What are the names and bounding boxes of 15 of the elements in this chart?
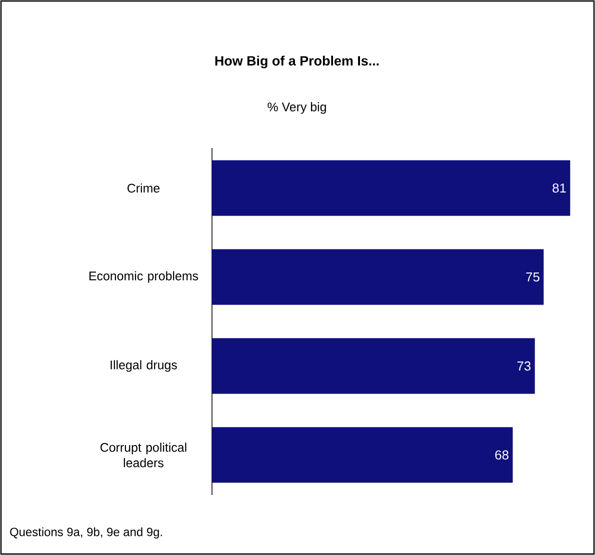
data-label: 73 xyxy=(517,361,531,371)
y-tick-label: Illegal drugs xyxy=(110,360,177,372)
bar xyxy=(212,427,513,483)
y-tick-label: Crime xyxy=(128,183,160,193)
y-tick-label: Corrupt political leaders xyxy=(100,442,186,468)
bar xyxy=(212,249,544,305)
data-label: 68 xyxy=(495,450,508,460)
data-label: 75 xyxy=(526,272,540,282)
bar xyxy=(212,338,535,394)
text: Questions 9a, 9b, 9e and 9g. xyxy=(10,527,162,539)
y-tick-label: Economic problems xyxy=(89,271,198,283)
data-label: 81 xyxy=(552,183,566,193)
chart-subtitle: % Very big xyxy=(268,102,326,114)
chart-title: How Big of a Problem Is... xyxy=(215,56,379,68)
bar xyxy=(212,160,570,216)
